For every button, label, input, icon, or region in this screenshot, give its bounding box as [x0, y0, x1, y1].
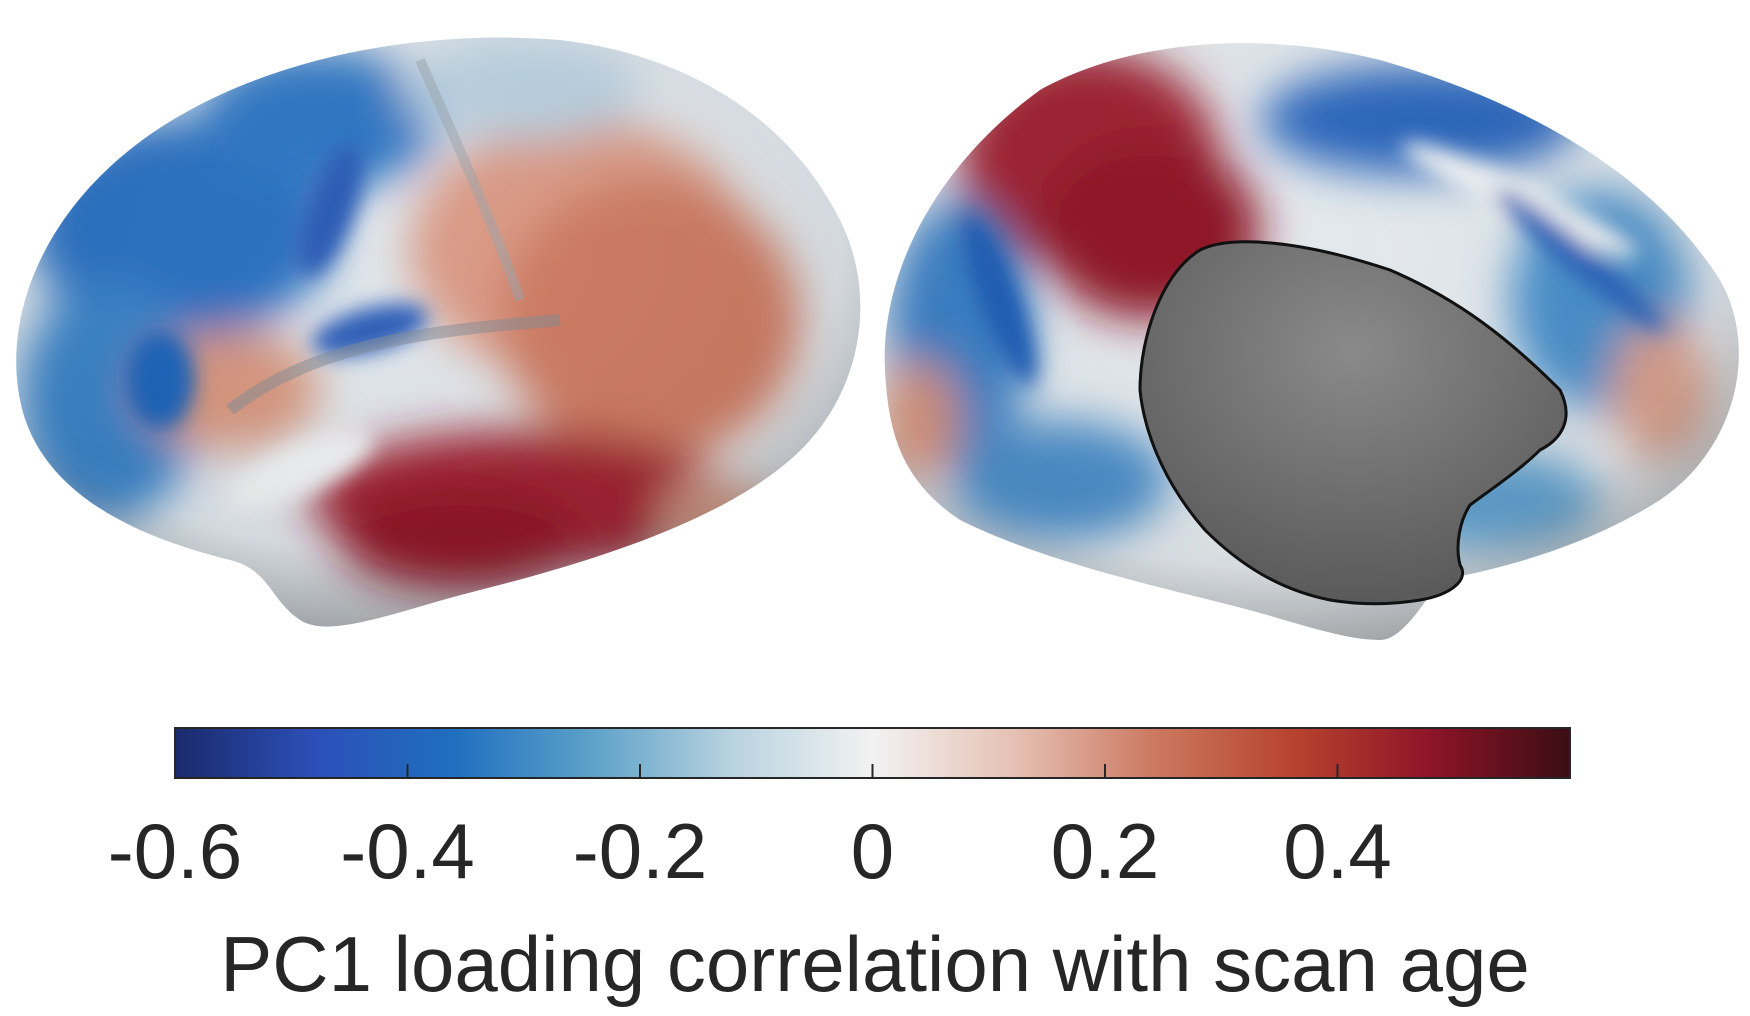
masked-medial-wall: [1138, 240, 1568, 606]
colorbar-tick-label: -0.6: [107, 807, 243, 895]
right-hemisphere-medial-view: [884, 43, 1739, 640]
colorbar-tick-label: -0.2: [572, 807, 708, 895]
left-hemisphere-lateral-view: [16, 37, 861, 627]
colorbar-tick-label: 0.4: [1283, 807, 1392, 895]
colorbar-tick-label: 0.2: [1050, 807, 1160, 895]
colorbar-label: PC1 loading correlation with scan age: [220, 920, 1530, 1008]
colorbar-tick-label: 0: [850, 807, 895, 895]
brain-surface-figure: [16, 37, 1739, 640]
colorbar-tick-label: -0.4: [340, 807, 475, 895]
